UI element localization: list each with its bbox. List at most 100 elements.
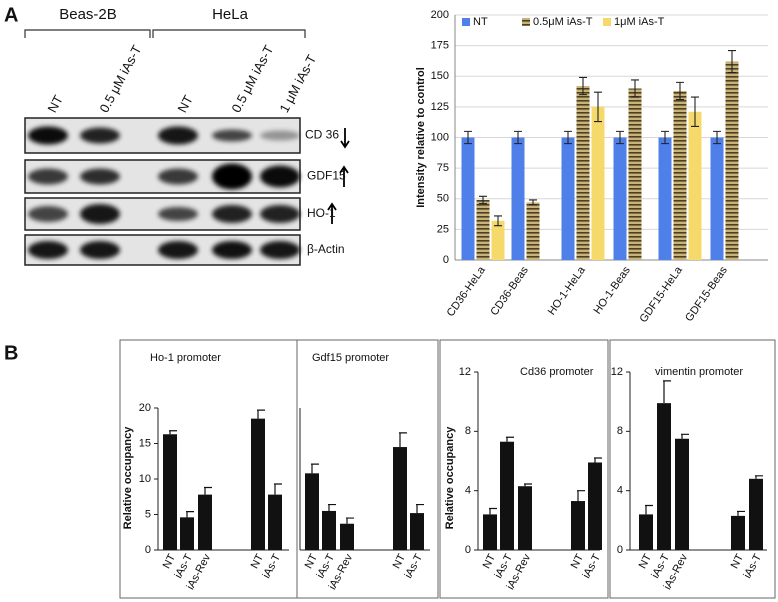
lane-label: 0.5 μM iAs-T xyxy=(96,43,144,115)
band xyxy=(80,241,120,259)
panel-box xyxy=(439,339,609,599)
panel-label: A xyxy=(4,4,18,26)
error-bar xyxy=(564,130,572,145)
error-bar xyxy=(594,91,602,123)
bar xyxy=(322,510,336,550)
arrow-down xyxy=(340,128,350,149)
band xyxy=(260,165,300,188)
bar xyxy=(591,106,605,260)
error-bar xyxy=(755,475,763,479)
bar xyxy=(657,403,671,550)
error-bar xyxy=(577,490,585,502)
band xyxy=(28,241,68,259)
band xyxy=(158,241,198,259)
legend-label: NT xyxy=(473,16,488,28)
bar xyxy=(518,486,532,550)
x-tick-label: GDF15-Beas xyxy=(683,264,730,324)
band xyxy=(158,168,198,185)
band xyxy=(80,127,120,144)
x-tick-label: CD36-Beas xyxy=(488,264,531,318)
y-tick-label: 4 xyxy=(465,485,471,497)
legend-swatch xyxy=(603,18,611,26)
chart-title: Ho-1 promoter xyxy=(150,352,221,364)
error-bar xyxy=(514,130,522,145)
bar xyxy=(198,494,212,550)
y-axis-label: Relative occupancy xyxy=(122,426,134,530)
bracket xyxy=(24,29,306,38)
x-tick-label: NT xyxy=(637,552,655,571)
panel-box xyxy=(296,339,439,599)
lane-label: 1 μM iAs-T xyxy=(276,52,319,115)
chart-title: Gdf15 promoter xyxy=(312,352,389,364)
error-bar xyxy=(274,483,282,495)
error-bar xyxy=(616,130,624,145)
bar xyxy=(393,447,407,550)
bar xyxy=(305,473,319,550)
error-bar xyxy=(645,504,653,515)
chart-title: Cd36 promoter xyxy=(520,366,594,378)
band xyxy=(212,241,252,259)
bar xyxy=(511,137,525,260)
x-tick-label: HO-1-Beas xyxy=(591,264,633,316)
y-tick-label: 50 xyxy=(437,193,449,205)
y-tick-label: 4 xyxy=(617,485,623,497)
bar xyxy=(268,494,282,550)
band xyxy=(80,168,120,185)
error-bar xyxy=(737,510,745,516)
error-bar xyxy=(416,503,424,514)
x-tick-label: GDF15-HeLa xyxy=(637,264,685,325)
y-tick-label: 10 xyxy=(139,473,151,485)
error-bar xyxy=(494,215,502,227)
bar xyxy=(180,517,194,550)
x-tick-label: HO-1-HeLa xyxy=(546,264,589,318)
bar xyxy=(673,90,687,260)
bar xyxy=(688,111,702,261)
error-bar xyxy=(311,463,319,474)
row-label: HO-1 xyxy=(307,206,336,220)
y-tick-label: 25 xyxy=(437,223,449,235)
y-tick-label: 200 xyxy=(431,9,449,21)
error-bar xyxy=(728,49,736,74)
error-bar xyxy=(681,433,689,439)
bar xyxy=(251,418,265,550)
error-bar xyxy=(524,483,532,487)
x-tick-label: iAs-T xyxy=(581,552,604,581)
panel-label: B xyxy=(4,342,18,364)
bar xyxy=(576,86,590,260)
lane-label: NT xyxy=(44,93,65,115)
y-tick-label: 0 xyxy=(617,544,623,556)
legend-swatch xyxy=(462,18,470,26)
bar xyxy=(658,137,672,260)
y-tick-label: 12 xyxy=(611,366,623,378)
chart-title: vimentin promoter xyxy=(655,366,743,378)
band xyxy=(28,206,68,222)
x-tick-label: CD36-HeLa xyxy=(445,264,489,319)
band xyxy=(28,126,68,145)
y-tick-label: 0 xyxy=(443,254,449,266)
error-bar xyxy=(691,96,699,128)
row-label: β-Actin xyxy=(307,242,345,256)
bar xyxy=(628,88,642,260)
bar xyxy=(526,202,540,260)
error-bar xyxy=(169,430,177,435)
arrow-up xyxy=(339,165,349,187)
y-tick-label: 75 xyxy=(437,162,449,174)
error-bar xyxy=(399,432,407,448)
lane-label: NT xyxy=(174,93,195,115)
error-bar xyxy=(676,81,684,101)
error-bar xyxy=(529,199,537,206)
bar xyxy=(731,515,745,550)
bar xyxy=(491,220,505,260)
y-tick-label: 0 xyxy=(145,544,151,556)
y-tick-label: 150 xyxy=(431,70,449,82)
y-axis-label: Relative occupancy xyxy=(444,426,456,530)
y-tick-label: 175 xyxy=(431,40,449,52)
x-tick-label: iAs-T xyxy=(403,552,426,581)
y-tick-label: 20 xyxy=(139,402,151,414)
bar xyxy=(639,514,653,550)
y-tick-label: 0 xyxy=(465,544,471,556)
y-tick-label: 5 xyxy=(145,508,151,520)
y-tick-label: 125 xyxy=(431,101,449,113)
bar xyxy=(675,438,689,550)
